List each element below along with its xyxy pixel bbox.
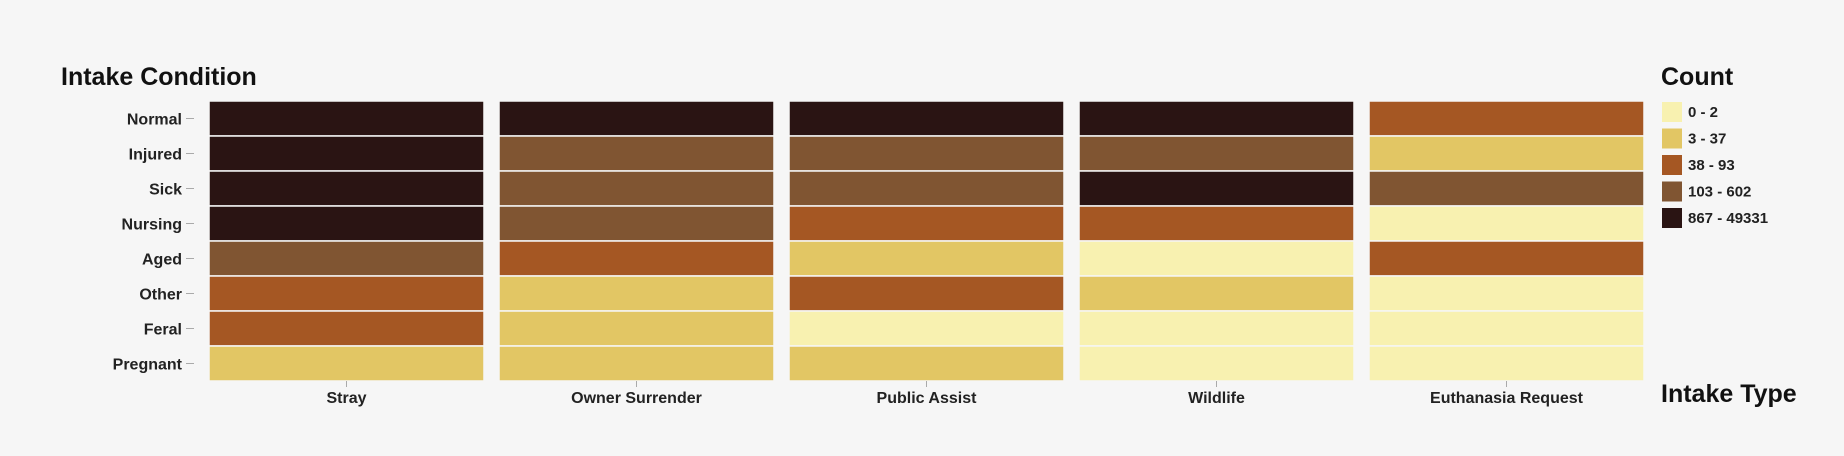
cell-aged-euthanasia-request	[1368, 240, 1645, 277]
cell-feral-owner-surrender	[498, 310, 775, 347]
x-tick-label: Owner Surrender	[571, 390, 702, 407]
cell-feral-euthanasia-request	[1368, 310, 1645, 347]
y-axis-ticks: Normal Injured Sick Nursing Aged Other Feral Pr…	[113, 112, 194, 374]
cell-sick-wildlife	[1078, 170, 1355, 207]
cell-other-wildlife	[1078, 275, 1355, 312]
legend-label: 0 - 2	[1688, 104, 1718, 121]
cell-feral-public-assist	[788, 310, 1065, 347]
cell-pregnant-public-assist	[788, 345, 1065, 382]
cell-sick-owner-surrender	[498, 170, 775, 207]
x-tick-label: Public Assist	[877, 390, 978, 407]
cell-normal-owner-surrender	[498, 100, 775, 137]
cell-sick-public-assist	[788, 170, 1065, 207]
legend-swatch	[1662, 181, 1682, 202]
legend-swatch	[1662, 155, 1682, 175]
cell-nursing-euthanasia-request	[1368, 205, 1645, 242]
cell-aged-owner-surrender	[498, 240, 775, 277]
x-tick-label: Stray	[326, 390, 366, 407]
cell-normal-public-assist	[788, 100, 1065, 137]
cell-nursing-owner-surrender	[498, 205, 775, 242]
x-axis-title: Intake Type	[1661, 380, 1797, 408]
cell-injured-euthanasia-request	[1368, 135, 1645, 172]
y-tick-label: Normal	[127, 112, 182, 129]
cell-other-euthanasia-request	[1368, 275, 1645, 312]
cell-other-stray	[208, 275, 485, 312]
cell-pregnant-wildlife	[1078, 345, 1355, 382]
cell-normal-wildlife	[1078, 100, 1355, 137]
y-tick-label: Aged	[142, 252, 182, 269]
cell-normal-euthanasia-request	[1368, 100, 1645, 137]
legend-swatch	[1662, 102, 1682, 122]
cell-nursing-public-assist	[788, 205, 1065, 242]
cell-sick-stray	[208, 170, 485, 207]
legend-title: Count	[1661, 63, 1734, 91]
y-tick-label: Nursing	[122, 217, 182, 234]
heatmap-cells	[208, 100, 1645, 382]
cell-injured-wildlife	[1078, 135, 1355, 172]
cell-normal-stray	[208, 100, 485, 137]
legend-label: 3 - 37	[1688, 131, 1726, 148]
cell-aged-wildlife	[1078, 240, 1355, 277]
y-tick-label: Injured	[129, 147, 182, 164]
cell-injured-owner-surrender	[498, 135, 775, 172]
cell-aged-public-assist	[788, 240, 1065, 277]
cell-feral-wildlife	[1078, 310, 1355, 347]
x-tick-label: Euthanasia Request	[1430, 390, 1584, 407]
y-tick-label: Other	[139, 287, 182, 304]
cell-sick-euthanasia-request	[1368, 170, 1645, 207]
y-tick-label: Pregnant	[113, 357, 183, 374]
y-tick-label: Feral	[144, 322, 182, 339]
y-tick-label: Sick	[149, 182, 182, 199]
legend-label: 867 - 49331	[1688, 210, 1768, 227]
cell-pregnant-euthanasia-request	[1368, 345, 1645, 382]
cell-injured-public-assist	[788, 135, 1065, 172]
cell-nursing-wildlife	[1078, 205, 1355, 242]
cell-injured-stray	[208, 135, 485, 172]
cell-feral-stray	[208, 310, 485, 347]
x-tick-label: Wildlife	[1188, 390, 1245, 407]
legend-label: 103 - 602	[1688, 184, 1751, 201]
cell-pregnant-stray	[208, 345, 485, 382]
x-axis-ticks: Stray Owner Surrender Public Assist Wildlif…	[326, 381, 1584, 407]
cell-aged-stray	[208, 240, 485, 277]
y-axis-title: Intake Condition	[61, 63, 257, 91]
cell-nursing-stray	[208, 205, 485, 242]
cell-pregnant-owner-surrender	[498, 345, 775, 382]
legend-label: 38 - 93	[1688, 157, 1735, 174]
legend: 0 - 2 3 - 37 38 - 93 103 - 602 867 - 49331	[1662, 102, 1768, 228]
cell-other-owner-surrender	[498, 275, 775, 312]
legend-swatch	[1662, 208, 1682, 228]
cell-other-public-assist	[788, 275, 1065, 312]
legend-swatch	[1662, 128, 1682, 149]
